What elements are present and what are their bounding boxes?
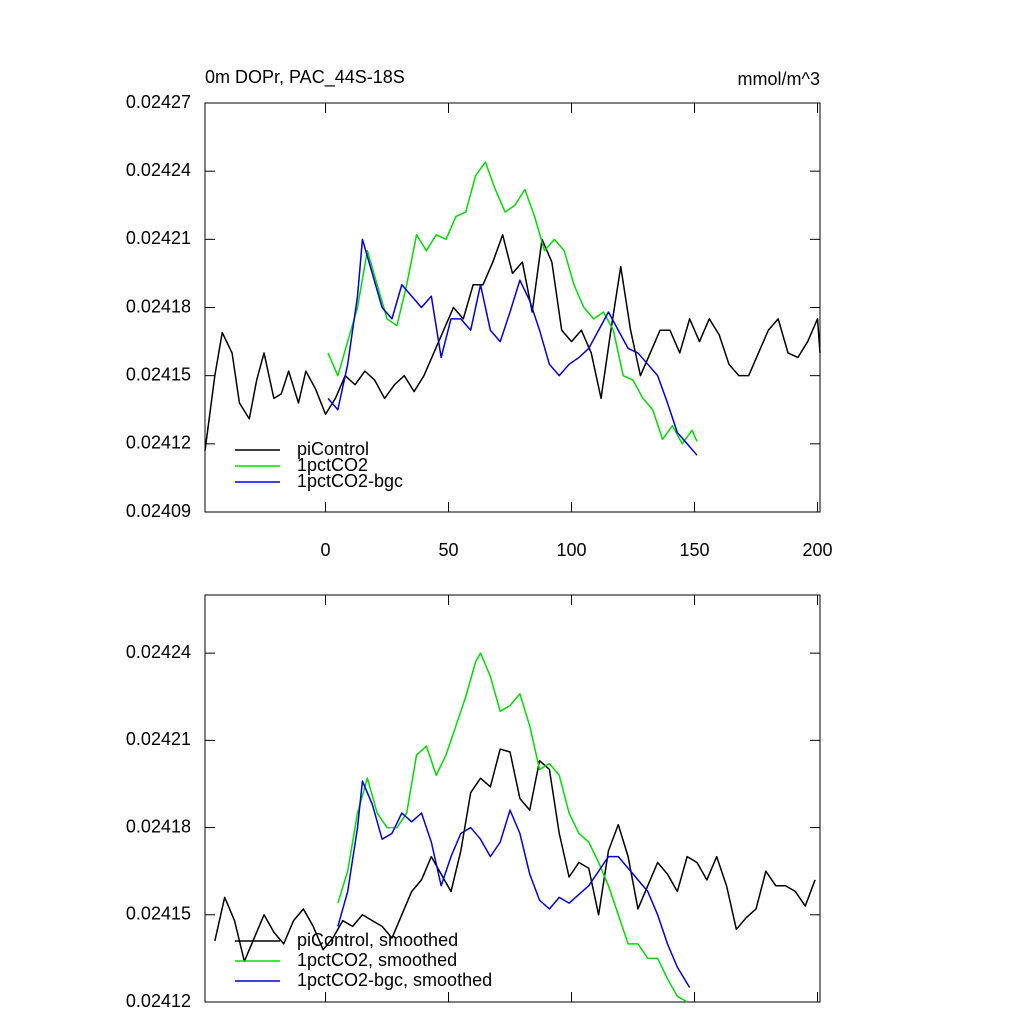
data-line xyxy=(204,234,821,451)
data-line xyxy=(337,652,688,1003)
y-tick-label: 0.02421 xyxy=(126,228,191,248)
x-tick-label: 0 xyxy=(321,540,331,560)
legend-label: piControl, smoothed xyxy=(297,930,458,950)
legend-label: 1pctCO2-bgc xyxy=(297,471,403,491)
y-tick-label: 0.02421 xyxy=(126,729,191,749)
legend-label: piControl xyxy=(297,439,369,459)
data-line xyxy=(214,748,816,963)
y-tick-label: 0.02415 xyxy=(126,364,191,384)
y-tick-label: 0.02409 xyxy=(126,501,191,521)
legend-label: 1pctCO2-bgc, smoothed xyxy=(297,970,492,990)
units-label: mmol/m^3 xyxy=(738,69,820,89)
x-tick-label: 150 xyxy=(680,540,710,560)
y-tick-label: 0.02418 xyxy=(126,816,191,836)
data-line xyxy=(327,238,698,456)
x-tick-label: 100 xyxy=(557,540,587,560)
y-tick-label: 0.02427 xyxy=(126,92,191,112)
y-tick-label: 0.02424 xyxy=(126,642,191,662)
data-line xyxy=(327,161,698,445)
y-tick-label: 0.02412 xyxy=(126,433,191,453)
y-tick-label: 0.02418 xyxy=(126,296,191,316)
plot-frame xyxy=(204,594,821,1003)
y-tick-label: 0.02415 xyxy=(126,904,191,924)
y-tick-label: 0.02412 xyxy=(126,991,191,1011)
chart-title: 0m DOPr, PAC_44S-18S xyxy=(205,67,405,88)
legend-label: 1pctCO2 xyxy=(297,455,368,475)
x-tick-label: 200 xyxy=(803,540,833,560)
data-line xyxy=(337,780,691,988)
x-tick-label: 50 xyxy=(439,540,459,560)
y-tick-label: 0.02424 xyxy=(126,160,191,180)
legend-label: 1pctCO2, smoothed xyxy=(297,950,457,970)
